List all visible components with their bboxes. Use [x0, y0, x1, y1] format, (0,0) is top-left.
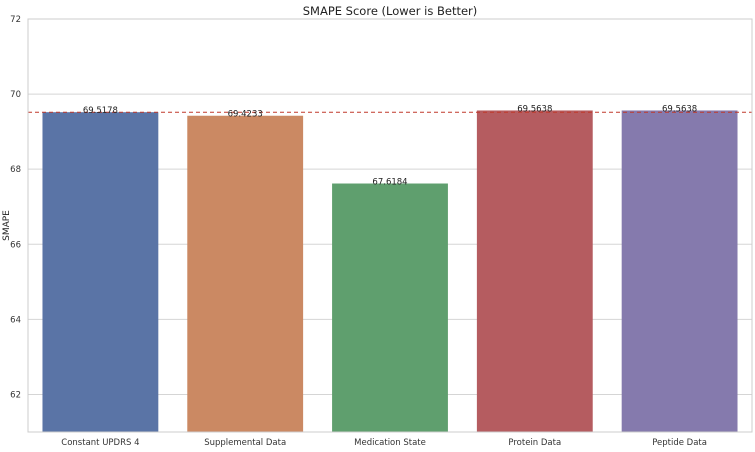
chart-title: SMAPE Score (Lower is Better) [303, 4, 478, 18]
bar [332, 183, 448, 432]
y-tick-label: 62 [10, 390, 21, 400]
x-tick-label: Constant UPDRS 4 [61, 438, 139, 448]
bar [621, 110, 738, 433]
plot-frame [27, 18, 753, 433]
data-label: 67.6184 [372, 178, 407, 188]
bar [187, 115, 304, 432]
y-axis-ticks: 62 64 66 68 70 72 [10, 15, 21, 400]
x-tick-label: Supplemental Data [204, 438, 286, 448]
data-labels: 69.5178 69.4233 67.6184 69.5638 69.5638 [83, 104, 697, 187]
data-label: 69.5178 [83, 106, 118, 116]
x-tick-label: Protein Data [508, 438, 561, 448]
bar [476, 110, 593, 433]
data-label: 69.4233 [228, 110, 263, 120]
x-tick-label: Medication State [354, 438, 426, 448]
bar [42, 112, 159, 433]
data-label: 69.5638 [662, 104, 697, 114]
y-tick-label: 68 [10, 165, 21, 175]
y-axis-label: SMAPE [2, 210, 12, 241]
y-tick-label: 64 [10, 315, 21, 325]
x-tick-label: Peptide Data [652, 438, 707, 448]
y-tick-label: 72 [10, 15, 21, 25]
x-axis-ticks: Constant UPDRS 4 Supplemental Data Medicat… [61, 438, 707, 448]
y-tick-label: 66 [10, 240, 21, 250]
bars [42, 110, 738, 433]
y-tick-label: 70 [10, 90, 21, 100]
data-label: 69.5638 [517, 104, 552, 114]
